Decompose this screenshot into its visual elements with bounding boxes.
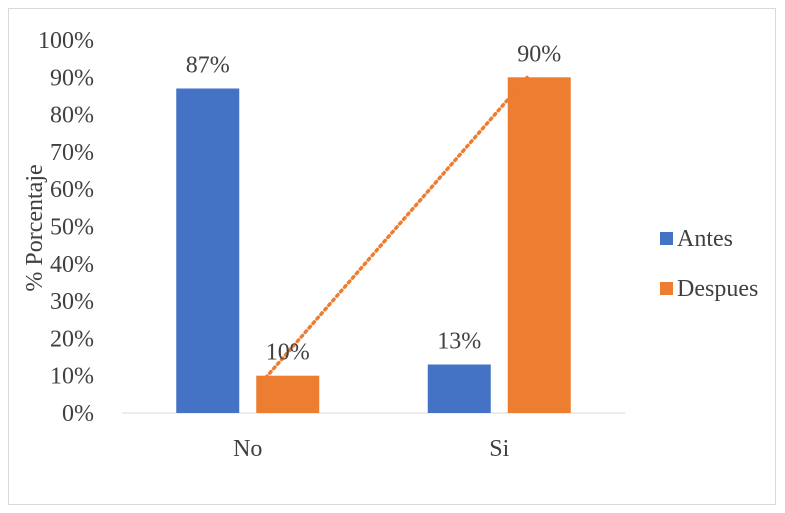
x-category-label: Si xyxy=(489,436,509,462)
y-tick-label: 90% xyxy=(50,65,94,91)
data-label: 87% xyxy=(186,52,230,78)
y-tick-label: 10% xyxy=(50,364,94,390)
data-label: 10% xyxy=(266,340,310,366)
y-tick-label: 70% xyxy=(50,140,94,166)
y-axis-title: % Porcentaje xyxy=(22,164,48,291)
y-tick-label: 20% xyxy=(50,326,94,352)
bars xyxy=(176,77,571,414)
legend-swatch xyxy=(660,282,673,295)
legend-label: Antes xyxy=(677,226,733,252)
y-tick-label: 80% xyxy=(50,103,94,129)
category-labels: No Si xyxy=(233,436,510,462)
y-tick-label: 40% xyxy=(50,252,94,278)
data-labels: 87% 13% 10% 90% xyxy=(186,41,562,365)
legend-swatch xyxy=(660,232,673,245)
bar-antes-no xyxy=(176,88,240,414)
y-tick-label: 60% xyxy=(50,177,94,203)
bar-despues-si xyxy=(507,77,571,414)
bar-antes-si xyxy=(427,364,491,413)
chart-area xyxy=(8,8,776,505)
y-axis-ticks: 0% 10% 20% 30% 40% 50% 60% 70% 80% 90% 100% xyxy=(38,28,94,427)
data-label: 90% xyxy=(517,41,561,67)
legend-label: Despues xyxy=(677,276,758,302)
data-label: 13% xyxy=(437,329,481,355)
y-tick-label: 30% xyxy=(50,289,94,315)
bar-despues-no xyxy=(256,375,320,413)
legend: Antes Despues xyxy=(660,226,758,302)
trendline-despues xyxy=(264,75,529,380)
y-tick-label: 100% xyxy=(38,28,94,54)
x-category-label: No xyxy=(233,436,262,462)
y-tick-label: 0% xyxy=(62,401,94,427)
y-tick-label: 50% xyxy=(50,215,94,241)
trendline xyxy=(264,75,529,380)
